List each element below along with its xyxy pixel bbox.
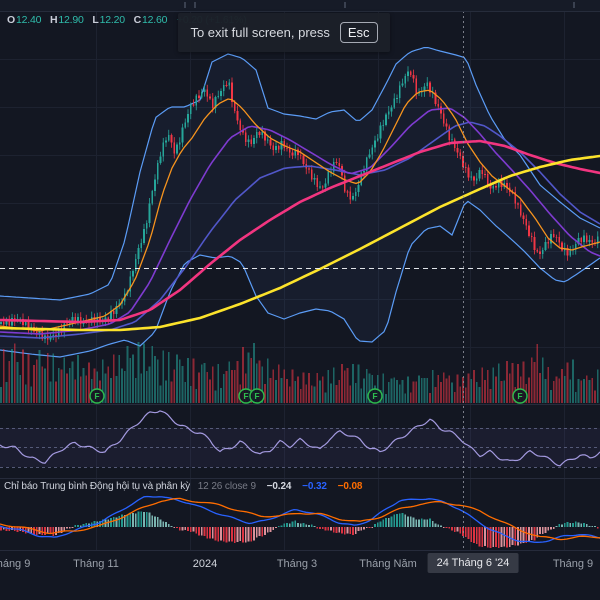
svg-text:F: F bbox=[243, 391, 248, 401]
low-value: 12.20 bbox=[100, 14, 125, 26]
svg-text:F: F bbox=[254, 391, 259, 401]
macd-params: 12 26 close 9 bbox=[198, 481, 256, 492]
macd-title: Chỉ báo Trung bình Động hội tụ và phân k… bbox=[4, 481, 190, 492]
time-label: Tháng 9 bbox=[553, 558, 593, 570]
close-value: 12.60 bbox=[142, 14, 167, 26]
macd-indicator-label[interactable]: Chỉ báo Trung bình Động hội tụ và phân k… bbox=[4, 481, 362, 492]
svg-text:F: F bbox=[372, 391, 377, 401]
macd-signal-value: −0.08 bbox=[338, 481, 363, 492]
time-label: Tháng Năm bbox=[359, 558, 416, 570]
tooltip-text: To exit full screen, press bbox=[190, 25, 329, 40]
fullscreen-exit-tooltip: To exit full screen, press Esc bbox=[178, 13, 390, 52]
high-value: 12.90 bbox=[58, 14, 83, 26]
open-value: 12.40 bbox=[16, 14, 41, 26]
time-label-year: 2024 bbox=[193, 558, 217, 570]
toolbar-edge bbox=[0, 0, 600, 12]
high-label: H bbox=[50, 14, 57, 26]
toolbar-remnant-mark bbox=[344, 2, 346, 8]
crosshair-time-label: 24 Tháng 6 '24 bbox=[428, 553, 519, 573]
low-label: L bbox=[92, 14, 98, 26]
trading-chart-app: FFFFF O12.40 H12.90 L12.20 C12.60 +0.20 … bbox=[0, 0, 600, 600]
open-label: O bbox=[7, 14, 15, 26]
macd-histogram bbox=[0, 511, 599, 548]
toolbar-remnant-mark bbox=[194, 2, 196, 8]
esc-keycap: Esc bbox=[340, 22, 378, 43]
svg-text:F: F bbox=[94, 391, 99, 401]
rsi-pane bbox=[0, 411, 600, 468]
svg-text:F: F bbox=[517, 391, 522, 401]
macd-hist-value: −0.24 bbox=[267, 481, 292, 492]
chart-canvas[interactable]: FFFFF bbox=[0, 0, 600, 600]
macd-line-value: −0.32 bbox=[302, 481, 327, 492]
time-axis[interactable]: tháng 9 Tháng 11 2024 Tháng 3 Tháng Năm … bbox=[0, 551, 600, 600]
time-label: Tháng 3 bbox=[277, 558, 317, 570]
toolbar-remnant-mark bbox=[184, 2, 186, 8]
toolbar-remnant-mark bbox=[573, 2, 575, 8]
close-label: C bbox=[134, 14, 141, 26]
time-label: Tháng 11 bbox=[73, 558, 119, 570]
time-label: tháng 9 bbox=[0, 558, 30, 570]
